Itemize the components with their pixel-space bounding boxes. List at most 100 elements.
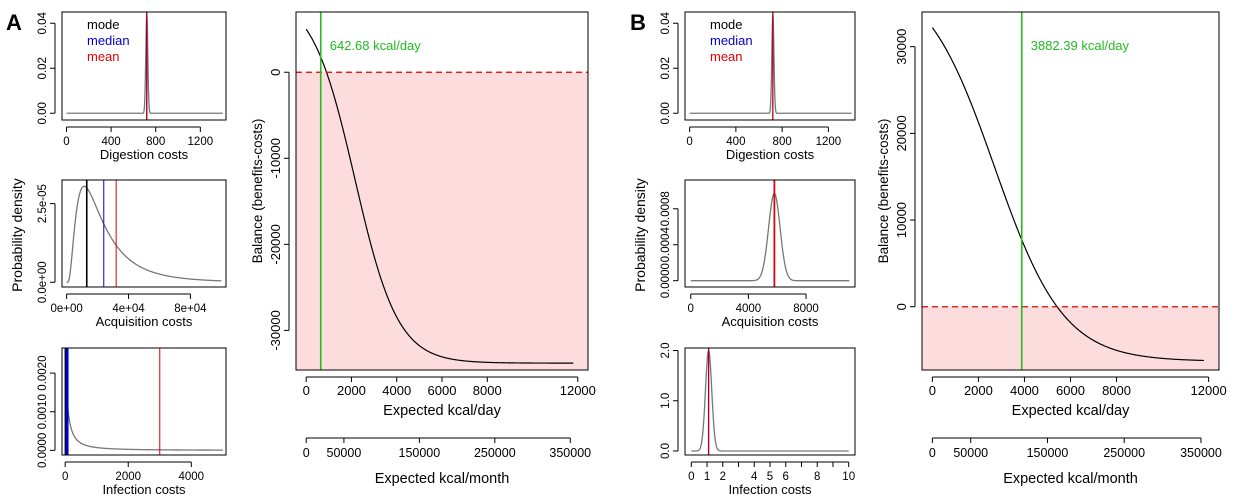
density-curve (691, 349, 849, 452)
chart-A-balance: 642.68 kcal/day 0 2000 4000 6000 8000 12000 Exp… (250, 11, 596, 487)
y-tick-label: 0.02 (37, 57, 49, 79)
y-tick-label: 0.0020 (37, 356, 49, 391)
balance-curve (305, 28, 574, 364)
y-tick-label: 0.04 (660, 11, 672, 34)
plot-frame (684, 347, 856, 456)
x-axis-title: Acquisition costs (722, 314, 819, 329)
x-tick-label: 8000 (473, 383, 502, 398)
y-axis-title: Balance (benefits-costs) (876, 119, 891, 264)
x-tick-label: 6 (783, 471, 789, 483)
secondary-tick-label: 50000 (953, 446, 988, 460)
y-tick-label: 0.0000 (37, 433, 49, 468)
y-axis: 0 -10000 -20000 -30000 Balance (benefits-cos… (250, 69, 290, 351)
y-tick-label: 2.5e-05 (37, 184, 49, 223)
y-axis: 0.0e+00 2.5e-05 (37, 184, 56, 303)
legend-entry-mean: mean (87, 49, 120, 64)
chart-B-infection: 0 1 2 4 5 6 8 10 Infection costs 0.0 1.0 2.0 (660, 343, 856, 496)
x-tick-label: 4e+04 (112, 303, 145, 315)
x-tick-label: 4000 (382, 383, 411, 398)
density-curve (66, 185, 222, 283)
plot-frame (61, 347, 227, 456)
x-axis: 0 2000 4000 6000 8000 12000 Expected kcal/day (929, 376, 1227, 419)
y-tick-label: 30000 (894, 29, 909, 65)
x-tick-label: 4000 (736, 303, 762, 315)
x-tick-label: 5 (767, 471, 773, 483)
x-tick-label: 4000 (179, 471, 205, 483)
secondary-tick-label: 250000 (474, 446, 516, 460)
plot-frame (61, 179, 227, 288)
y-tick-label: 0.0e+00 (37, 261, 49, 303)
y-tick-label: -20000 (268, 224, 283, 264)
y-axis: 0.0000 0.0010 0.0020 (37, 356, 56, 468)
x-tick-label: 1 (704, 471, 710, 483)
y-tick-label: 2.0 (660, 343, 672, 359)
x-tick-label: 6000 (428, 383, 457, 398)
legend-entry-mode: mode (87, 17, 120, 32)
x-tick-label: 12000 (1191, 383, 1227, 398)
x-tick-label: 2000 (337, 383, 366, 398)
y-axis: 0.0 1.0 2.0 (660, 343, 679, 459)
y-tick-label: 1.0 (660, 393, 672, 409)
x-tick-label: 0 (929, 383, 936, 398)
x-tick-label: 0 (62, 471, 68, 483)
x-tick-label: 12000 (560, 383, 596, 398)
x-tick-label: 10 (842, 471, 855, 483)
balance-curve (931, 27, 1205, 362)
plot-frame (684, 179, 856, 288)
x-tick-label: 0 (688, 303, 694, 315)
y-tick-label: 10000 (894, 202, 909, 238)
y-tick-label: 0.0010 (37, 394, 49, 429)
secondary-axis-title: Expected kcal/month (1003, 471, 1138, 487)
secondary-tick-label: 0 (303, 446, 310, 460)
x-tick-label: 1200 (816, 136, 842, 148)
secondary-tick-label: 250000 (1103, 446, 1145, 460)
x-tick-label: 0e+00 (50, 303, 82, 315)
y-axis: 0 10000 20000 30000 Balance (benefits-costs) (876, 29, 916, 310)
legend-entry-mean: mean (710, 49, 743, 64)
y-tick-label: 20000 (894, 115, 909, 151)
negative-region-shade (922, 306, 1219, 370)
x-tick-label: 8 (814, 471, 820, 483)
secondary-tick-label: 350000 (1180, 446, 1222, 460)
y-tick-label: 0 (894, 303, 909, 310)
x-tick-label: 400 (726, 136, 745, 148)
x-tick-label: 1200 (188, 136, 214, 148)
y-tick-label: -10000 (268, 138, 283, 178)
x-tick-label: 800 (773, 136, 792, 148)
legend-entry-median: median (87, 33, 130, 48)
y-tick-label: 0.0008 (660, 191, 672, 226)
x-tick-label: 0 (303, 383, 310, 398)
x-tick-label: 800 (146, 136, 165, 148)
legend-entry-mode: mode (710, 17, 743, 32)
density-curve (64, 349, 223, 451)
plot-frame (61, 11, 227, 121)
x-axis-title: Infection costs (728, 482, 812, 496)
x-tick-label: 8000 (793, 303, 819, 315)
legend-entry-median: median (710, 33, 753, 48)
y-tick-label: 0.00 (660, 102, 672, 124)
x-tick-label: 400 (101, 136, 120, 148)
x-axis: 0 1 2 4 5 6 8 10 Infection costs (688, 461, 855, 496)
x-axis-title: Expected kcal/day (1012, 403, 1130, 419)
x-tick-label: 2 (720, 471, 726, 483)
secondary-tick-label: 150000 (1027, 446, 1069, 460)
negative-region-shade (296, 72, 588, 370)
secondary-axis-title: Expected kcal/month (375, 471, 510, 487)
x-tick-label: 0 (63, 136, 69, 148)
x-tick-label: 2000 (115, 471, 141, 483)
x-tick-label: 4000 (1010, 383, 1039, 398)
y-tick-label: 0.0004 (660, 227, 672, 263)
x-tick-label: 8e+04 (174, 303, 207, 315)
plot-frame (921, 11, 1220, 371)
y-axis-title: Balance (benefits-costs) (250, 119, 265, 264)
